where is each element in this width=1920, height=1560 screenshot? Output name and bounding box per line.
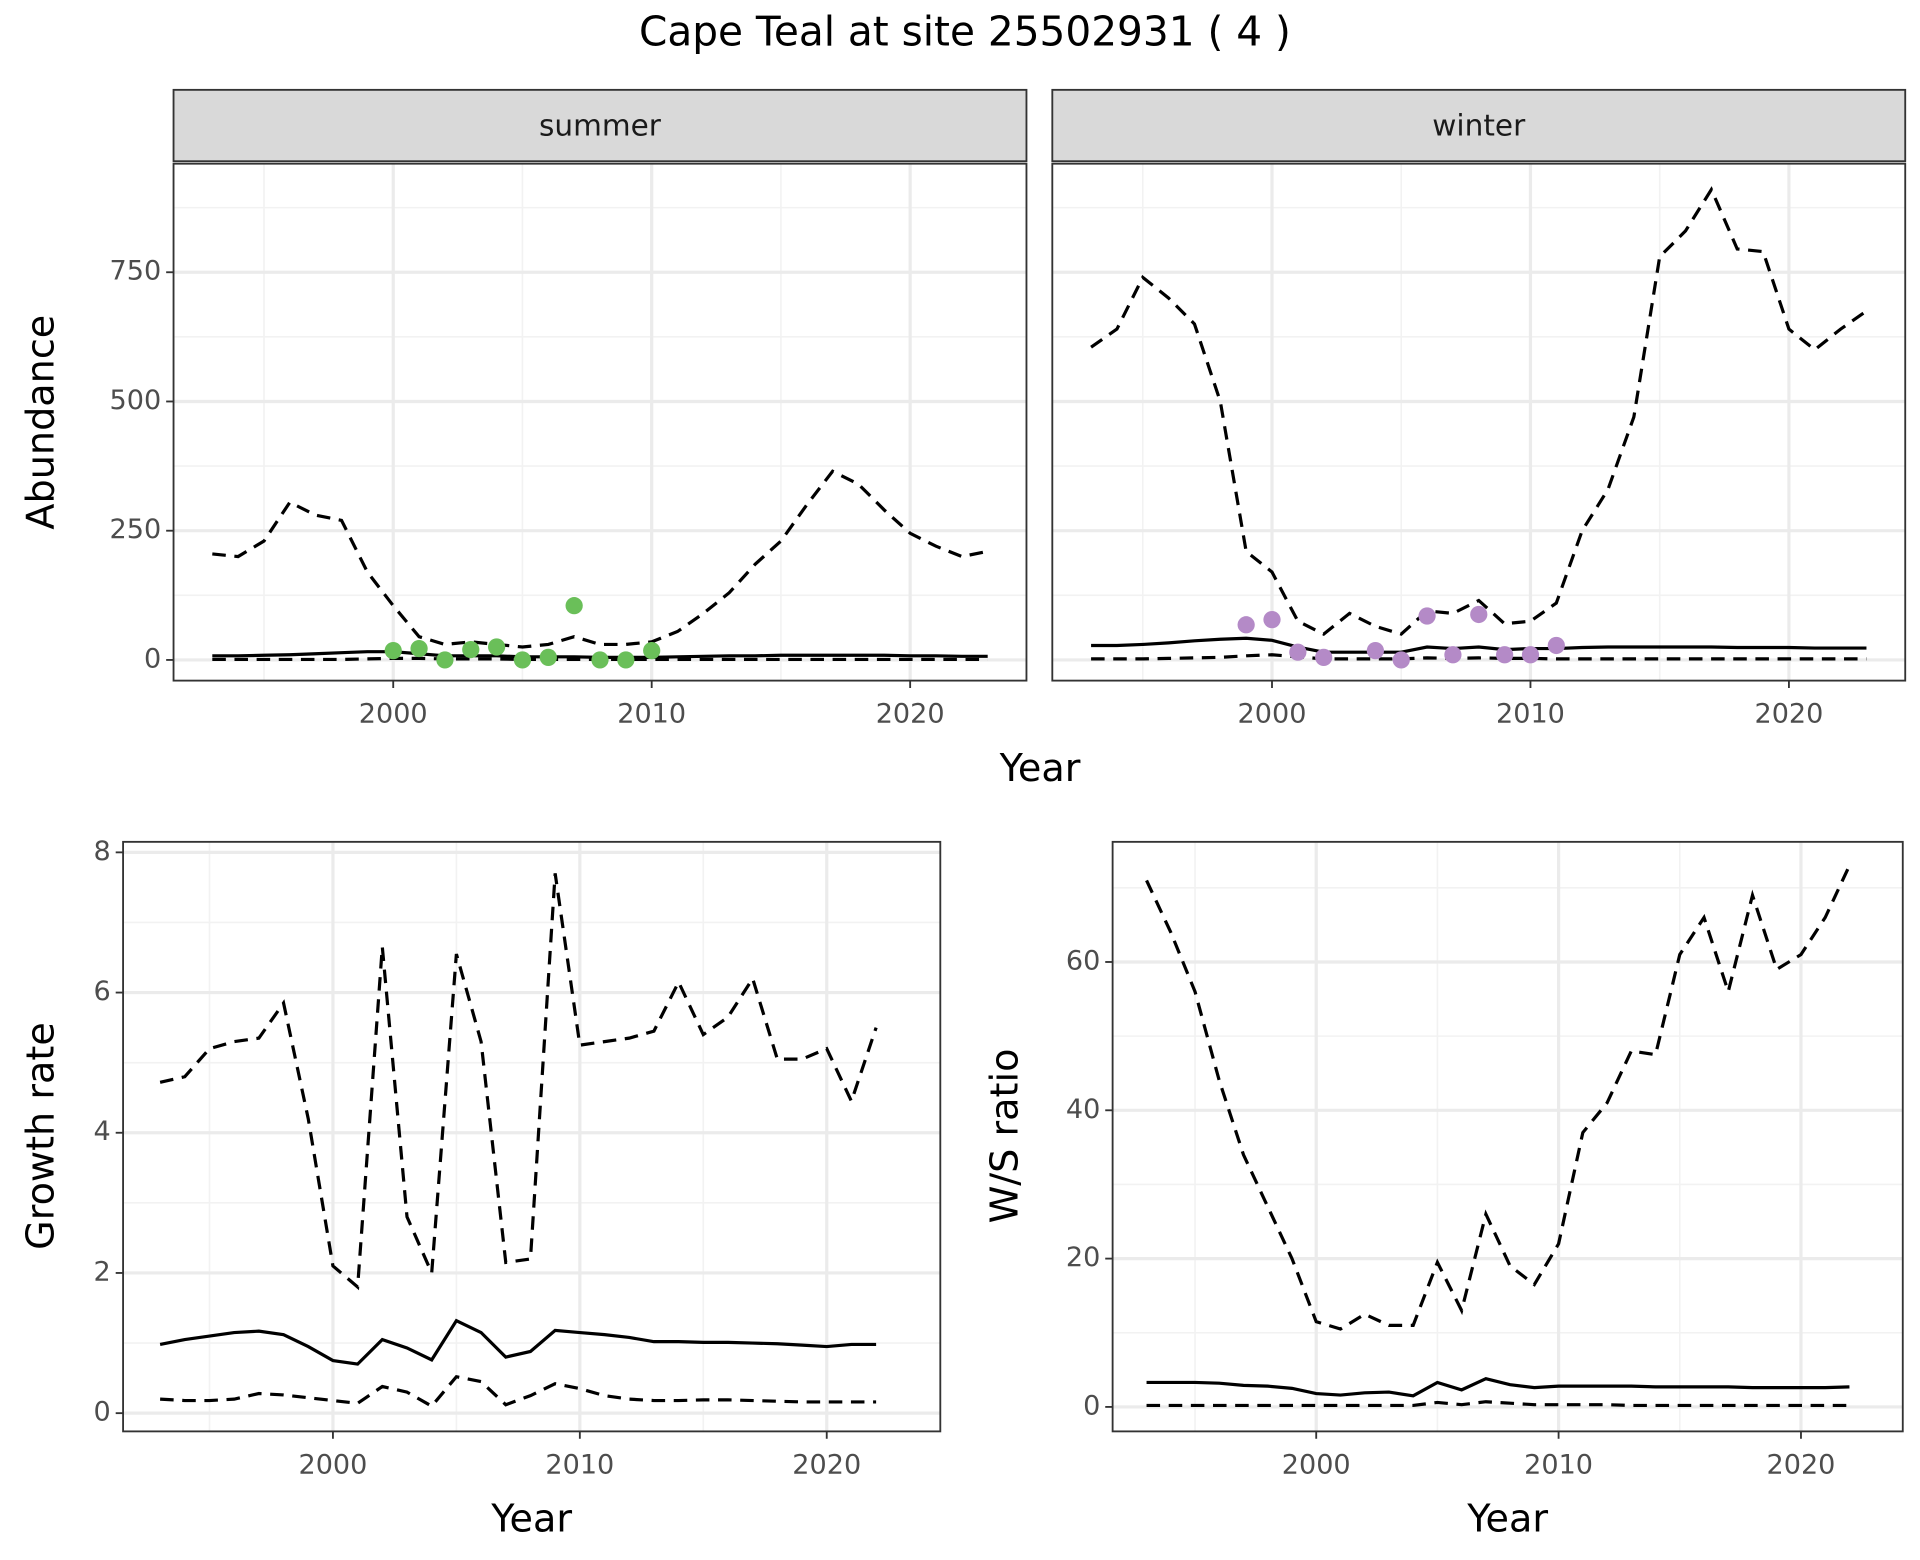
data-point [539, 648, 557, 666]
x-tick-label: 2000 [359, 699, 428, 730]
y-axis-title: W/S ratio [982, 1049, 1026, 1224]
series-line [212, 469, 989, 649]
data-point [436, 651, 454, 669]
series-line [1091, 636, 1867, 654]
y-tick-label: 2 [94, 1256, 111, 1287]
panel [1052, 163, 1906, 681]
panel-border [172, 162, 1028, 682]
panel-border [1111, 840, 1904, 1433]
panel [173, 163, 1027, 681]
data-point [1418, 607, 1436, 625]
data-point [1366, 642, 1384, 660]
data-point [1547, 636, 1565, 655]
data-point [488, 638, 506, 656]
data-point [384, 642, 402, 660]
x-tick-label: 2010 [1496, 699, 1565, 730]
series-line [159, 873, 878, 1291]
data-point [591, 651, 609, 669]
strip-label: winter [1432, 108, 1526, 142]
data-point [410, 639, 428, 658]
x-axis-title: Year [490, 1497, 572, 1541]
figure-title: Cape Teal at site 25502931 ( 4 ) [639, 7, 1291, 55]
x-axis-title: Year [1466, 1497, 1548, 1541]
y-axis-title: Abundance [19, 315, 63, 530]
series-line [1146, 1400, 1850, 1408]
y-tick-label: 4 [94, 1116, 111, 1147]
data-point [462, 640, 480, 659]
x-tick-label: 2000 [1238, 699, 1307, 730]
x-tick-label: 2020 [792, 1449, 861, 1480]
series-line [1090, 186, 1868, 636]
y-tick-label: 6 [94, 976, 111, 1007]
y-tick-label: 8 [94, 836, 111, 867]
panel [123, 841, 941, 1432]
series-line [160, 1374, 877, 1409]
data-point [513, 651, 532, 669]
x-tick-label: 2000 [299, 1449, 368, 1480]
data-point [1289, 643, 1307, 661]
data-point [1470, 605, 1488, 624]
strip [172, 88, 1028, 163]
data-point [1315, 648, 1333, 666]
x-tick-label: 2010 [1524, 1449, 1593, 1480]
strip [1051, 88, 1907, 163]
x-tick-label: 2020 [876, 699, 945, 730]
data-point [1496, 646, 1514, 664]
y-tick-label: 40 [1066, 1094, 1100, 1125]
y-tick-label: 750 [110, 256, 162, 287]
data-point [1444, 646, 1462, 664]
panel-border [1051, 162, 1907, 682]
data-point [1521, 646, 1540, 664]
panel [1112, 841, 1903, 1432]
x-tick-label: 2000 [1282, 1449, 1351, 1480]
x-tick-label: 2010 [545, 1449, 614, 1480]
data-point [565, 597, 583, 615]
strip-label: summer [539, 108, 662, 142]
y-tick-label: 500 [110, 385, 162, 416]
data-point [1263, 611, 1281, 629]
x-axis-title: Year [999, 746, 1081, 790]
data-point [617, 651, 635, 669]
y-tick-label: 0 [144, 643, 161, 674]
series-line [1146, 1377, 1850, 1398]
series-line [1091, 653, 1867, 661]
y-tick-label: 0 [1083, 1390, 1100, 1421]
x-tick-label: 2010 [617, 699, 686, 730]
y-tick-label: 0 [94, 1397, 111, 1428]
x-tick-label: 2020 [1767, 1449, 1836, 1480]
data-point [1237, 616, 1255, 634]
y-tick-label: 20 [1066, 1242, 1100, 1273]
y-tick-label: 250 [110, 514, 162, 545]
panel-border [122, 840, 942, 1433]
data-point [1392, 651, 1410, 669]
x-tick-label: 2020 [1754, 699, 1823, 730]
y-tick-label: 60 [1066, 945, 1100, 976]
data-point [643, 642, 661, 660]
series-line [159, 1318, 877, 1366]
series-line [1145, 864, 1851, 1331]
y-axis-title: Growth rate [19, 1022, 63, 1250]
